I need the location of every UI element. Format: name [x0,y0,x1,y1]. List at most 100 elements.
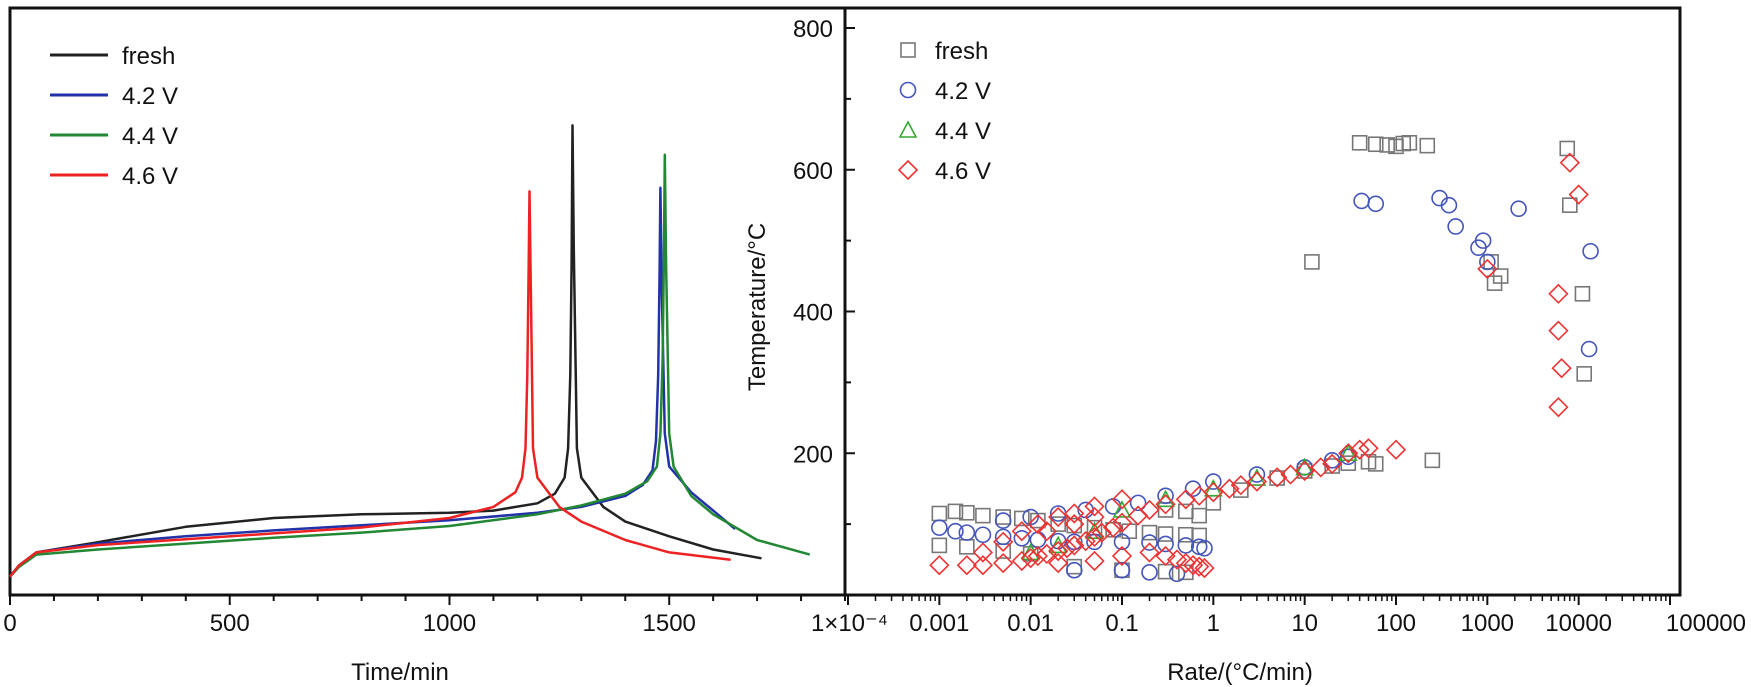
data-point-4.6v [956,555,977,576]
data-point-4.4v [1085,521,1104,540]
left-legend: fresh 4.2 V 4.4 V 4.6 V [50,43,178,190]
data-point-fresh [1419,137,1436,154]
left-x-ticks: 0 500 1000 1500 [3,595,846,637]
legend-marker [900,42,916,58]
data-point-4.2v [1580,340,1598,358]
data-point-4.6v [993,531,1014,552]
data-point-4.6v [1548,320,1569,341]
data-point-4.6v [1127,505,1149,526]
data-point-fresh [1066,558,1083,575]
data-point-4.6v [1189,556,1210,577]
right-x-axis-label: Rate/(°C/min) [1167,659,1313,686]
data-point-fresh [947,503,964,520]
data-point-4.2v [1157,535,1174,553]
data-point-4.6v [1027,513,1049,535]
data-point-fresh [1367,456,1384,472]
data-point-4.6v [1477,258,1498,280]
data-point-4.6v [1559,152,1580,173]
data-point-fresh [1576,366,1593,382]
data-point-4.6v [1027,545,1049,567]
data-point-4.2v [1479,253,1496,271]
data-point-fresh [1157,502,1174,518]
data-point-4.6v [1548,283,1569,304]
data-point-fresh [1191,507,1207,524]
data-point-4.6v [1194,557,1215,579]
data-point-4.2v [1013,529,1031,547]
data-point-4.6v [1338,443,1359,464]
left-time-chart: 0 500 1000 1500 fresh 4.2 V 4.4 V 4.6 V Time/m… [3,6,847,686]
data-point-4.6v [1111,545,1133,567]
data-point-fresh [959,504,975,521]
data-point-fresh [1401,135,1418,151]
data-point-4.6v [1203,482,1224,503]
data-point-4.6v [1056,538,1078,559]
data-point-4.6v [1084,550,1105,572]
data-point-4.6v [1139,542,1160,563]
data-point-4.6v [1139,499,1160,521]
data-point-fresh [995,509,1011,525]
legend-label: 4.4 V [122,123,178,150]
data-point-fresh [1559,140,1576,157]
right-y-ticks: 200 400 600 800 [793,16,855,526]
data-point-4.6v [1551,358,1572,379]
data-point-4.6v [1064,535,1085,556]
data-point-fresh [975,507,991,524]
data-point-4.2v [1104,498,1122,515]
data-point-fresh [1304,254,1320,270]
data-point-4.4v [1021,542,1040,561]
right-y-axis-label: Temperature/°C [744,223,771,391]
series-line-fresh [9,124,762,578]
data-point-4.6v [1111,489,1133,510]
legend-marker [898,120,918,138]
data-point-4.6v [1011,550,1032,572]
data-point-4.2v [931,519,948,536]
data-point-4.6v [1036,543,1057,565]
data-point-fresh [1178,564,1194,581]
data-point-4.2v [974,526,992,544]
data-point-4.6v [1548,397,1569,418]
legend-label: 4.4 V [935,118,991,145]
y-tick-label: 800 [793,16,833,43]
data-point-4.2v [1168,565,1186,583]
legend-label: 4.6 V [122,163,178,190]
data-point-4.6v [1385,439,1407,460]
x-tick-label: 100000 [1666,610,1746,637]
left-series-lines [9,124,811,578]
legend-marker [899,81,917,99]
x-tick-label: 1 [1207,610,1220,637]
data-point-4.6v [1084,506,1105,528]
data-point-fresh [1379,137,1395,153]
data-point-4.2v [1205,473,1222,490]
x-tick-label: 1×10⁻⁴ [811,610,888,637]
data-point-4.2v [1248,466,1266,483]
data-point-4.2v [958,524,976,541]
x-tick-label: 10000 [1545,610,1612,637]
data-point-4.6v [1246,471,1268,492]
x-tick-label: 1000 [1461,610,1514,637]
x-tick-label: 1000 [423,610,476,637]
data-point-4.6v [1048,506,1069,528]
data-point-4.6v [1182,555,1204,576]
data-point-4.6v [1091,522,1112,543]
data-point-4.6v [1219,478,1240,499]
data-point-4.2v [994,528,1012,546]
series-line-4.6v [9,190,731,578]
right-plot-frame [843,6,1682,597]
data-point-fresh [931,505,948,522]
data-point-4.6v [1568,184,1589,205]
y-tick-label: 400 [793,300,833,327]
series-line-4.4v [9,153,811,578]
data-point-4.6v [1230,475,1251,496]
data-point-4.2v [1353,192,1370,210]
data-point-fresh [1205,495,1222,511]
data-point-4.4v [1338,443,1358,462]
data-point-fresh [1121,523,1138,540]
data-point-fresh [959,539,975,555]
x-tick-label: 0.1 [1105,610,1138,637]
series-line-4.2v [9,186,736,578]
data-point-4.2v [1065,561,1083,579]
data-point-fresh [1014,510,1030,527]
right-legend: fresh 4.2 V 4.4 V 4.6 V [897,38,991,185]
data-point-fresh [1178,503,1194,520]
